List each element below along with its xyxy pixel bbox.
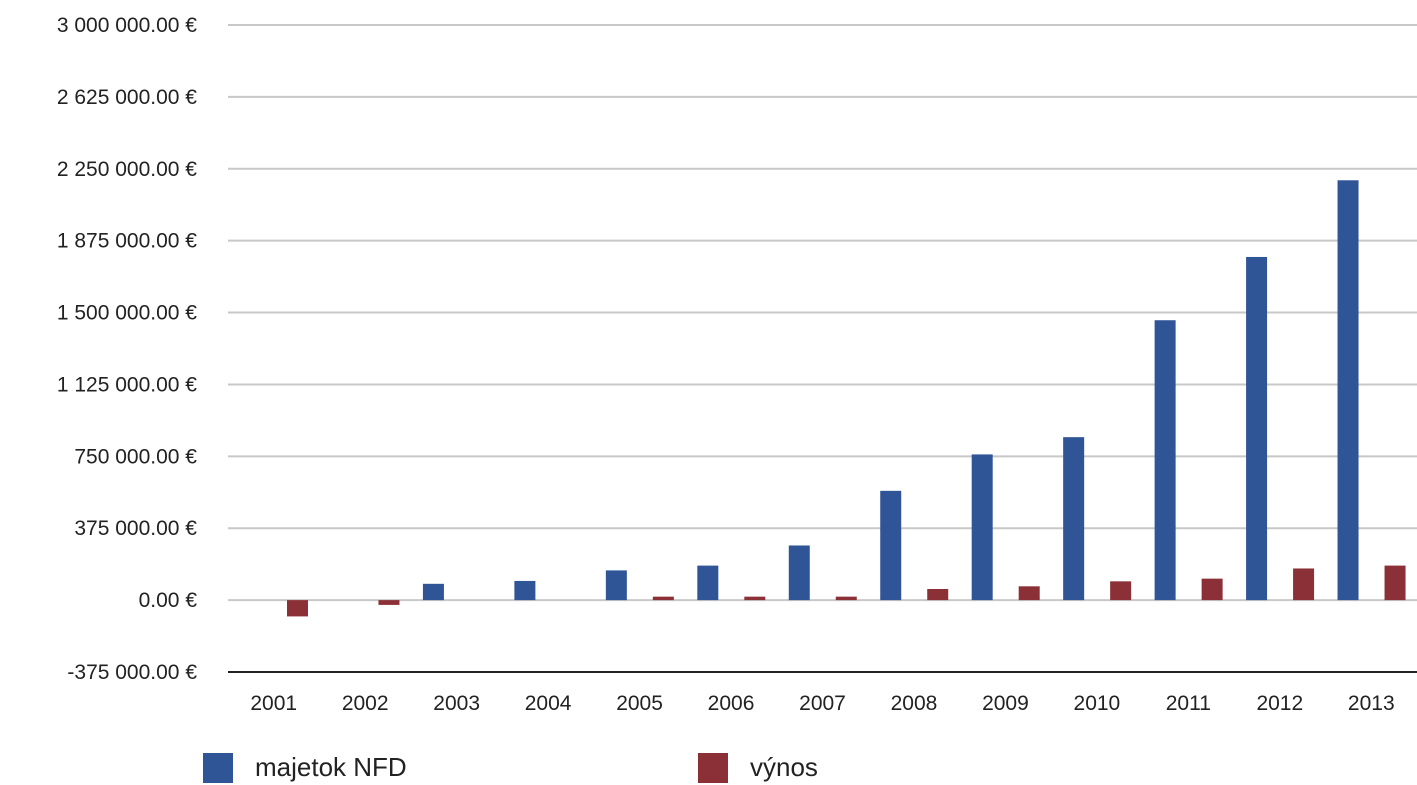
bar-majetok-2006 (697, 565, 719, 601)
bar-vynos-2001 (287, 600, 308, 617)
bar-majetok-2003 (422, 583, 444, 601)
x-tick-label: 2001 (250, 692, 297, 715)
bar-majetok-2004 (514, 580, 536, 601)
y-tick-label: 1 500 000.00 € (57, 302, 197, 325)
x-tick-label: 2005 (616, 692, 663, 715)
bar-majetok-2008 (880, 490, 902, 601)
y-tick-label: 1 125 000.00 € (57, 373, 197, 396)
x-tick-label: 2009 (982, 692, 1029, 715)
bars (287, 180, 1406, 617)
bar-vynos-2009 (1018, 586, 1040, 601)
bar-majetok-2013 (1337, 180, 1359, 601)
legend-swatch-majetok (203, 752, 233, 783)
y-tick-label: 0.00 € (139, 589, 198, 612)
bar-vynos-2013 (1384, 565, 1406, 601)
x-tick-label: 2002 (342, 692, 389, 715)
x-tick-label: 2011 (1166, 692, 1211, 715)
legend-label-majetok: majetok NFD (255, 752, 407, 782)
legend-item-vynos: výnos (698, 752, 818, 783)
bar-vynos-2011 (1201, 578, 1223, 601)
x-tick-label: 2004 (525, 692, 572, 715)
bar-majetok-2005 (605, 570, 627, 601)
bar-vynos-2008 (927, 588, 949, 601)
y-tick-label: -375 000.00 € (67, 661, 197, 684)
y-tick-label: 750 000.00 € (74, 445, 197, 468)
x-tick-label: 2003 (433, 692, 480, 715)
x-tick-label: 2007 (799, 692, 846, 715)
y-tick-label: 3 000 000.00 € (57, 14, 197, 37)
legend-swatch-vynos (698, 752, 728, 783)
bar-majetok-2011 (1154, 320, 1176, 601)
bar-vynos-2005 (652, 596, 674, 601)
x-tick-label: 2010 (1074, 692, 1121, 715)
bar-majetok-2012 (1246, 256, 1268, 601)
bar-vynos-2010 (1110, 581, 1132, 601)
y-tick-label: 2 625 000.00 € (57, 86, 197, 109)
x-axis-tick-labels: 2001 2002 2003 2004 2005 2006 2007 2008 2009 2010… (250, 692, 1394, 715)
legend-item-majetok: majetok NFD (203, 752, 407, 783)
y-axis-tick-labels: -375 000.00 € 0.00 € 375 000.00 € 750 000.0… (57, 14, 197, 684)
bar-majetok-2010 (1063, 437, 1085, 601)
bar-majetok-2009 (971, 454, 993, 601)
x-tick-label: 2012 (1256, 692, 1303, 715)
x-tick-label: 2008 (891, 692, 938, 715)
bar-vynos-2012 (1293, 568, 1315, 601)
y-tick-label: 2 250 000.00 € (57, 158, 197, 181)
y-tick-label: 375 000.00 € (74, 517, 197, 540)
x-tick-label: 2013 (1348, 692, 1395, 715)
y-tick-label: 1 875 000.00 € (57, 230, 197, 253)
gridlines (228, 24, 1417, 673)
bar-vynos-2002 (378, 600, 400, 605)
bar-vynos-2006 (744, 596, 766, 601)
bar-vynos-2007 (835, 596, 857, 601)
x-tick-label: 2006 (708, 692, 755, 715)
bar-majetok-2007 (788, 545, 810, 601)
legend-label-vynos: výnos (750, 752, 818, 782)
bar-chart: -375 000.00 € 0.00 € 375 000.00 € 750 000.0… (57, 14, 1417, 715)
